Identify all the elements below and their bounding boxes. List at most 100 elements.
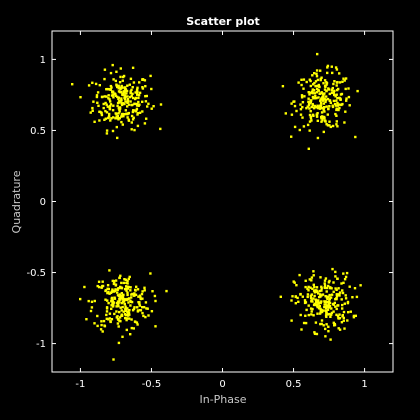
scatter-point <box>91 106 94 110</box>
scatter-point <box>129 286 132 289</box>
scatter-point <box>124 89 128 92</box>
scatter-point <box>103 324 106 327</box>
scatter-point <box>309 307 313 310</box>
scatter-point <box>290 135 293 138</box>
scatter-point <box>113 289 117 293</box>
scatter-point <box>334 270 337 274</box>
scatter-point <box>307 97 310 100</box>
scatter-point <box>129 289 132 292</box>
scatter-point <box>138 304 142 307</box>
scatter-point <box>306 295 309 299</box>
scatter-point <box>279 295 282 298</box>
scatter-point <box>324 327 327 331</box>
scatter-point <box>106 87 109 91</box>
scatter-point <box>330 313 333 316</box>
scatter-point <box>315 106 318 109</box>
scatter-point <box>319 311 322 314</box>
scatter-point <box>342 281 345 284</box>
scatter-point <box>330 91 334 95</box>
scatter-point <box>125 112 128 115</box>
scatter-point <box>327 325 330 328</box>
scatter-point <box>314 94 317 98</box>
scatter-point <box>128 95 132 99</box>
scatter-point <box>337 327 340 330</box>
scatter-point <box>122 297 125 301</box>
scatter-point <box>124 305 127 308</box>
scatter-point <box>129 333 132 336</box>
scatter-point <box>120 281 123 285</box>
scatter-point <box>353 287 357 290</box>
scatter-point <box>112 96 115 99</box>
scatter-point <box>111 63 114 67</box>
scatter-point <box>93 322 96 325</box>
scatter-point <box>316 312 319 315</box>
scatter-point <box>124 309 127 313</box>
scatter-point <box>127 301 130 304</box>
scatter-point <box>340 92 344 96</box>
scatter-point <box>129 90 132 93</box>
scatter-point <box>347 87 350 90</box>
scatter-point <box>320 120 323 123</box>
scatter-point <box>301 101 305 104</box>
scatter-point <box>132 307 136 311</box>
scatter-point <box>338 291 342 294</box>
scatter-point <box>320 300 323 303</box>
scatter-point <box>317 301 321 305</box>
scatter-point <box>115 125 118 129</box>
scatter-point <box>124 278 127 281</box>
scatter-point <box>327 87 330 90</box>
scatter-point <box>325 312 328 315</box>
scatter-point <box>343 121 346 124</box>
scatter-point <box>317 85 321 88</box>
scatter-point <box>111 305 115 308</box>
scatter-point <box>309 294 313 298</box>
scatter-point <box>101 280 104 283</box>
scatter-point <box>123 96 126 99</box>
scatter-point <box>123 278 126 281</box>
scatter-point <box>354 135 357 139</box>
scatter-point <box>325 296 329 299</box>
scatter-point <box>290 319 293 322</box>
scatter-point <box>112 358 115 361</box>
scatter-point <box>114 279 118 282</box>
scatter-point <box>314 298 317 302</box>
scatter-point <box>115 115 118 118</box>
scatter-point <box>322 106 326 109</box>
scatter-point <box>301 295 304 298</box>
scatter-point <box>351 296 354 299</box>
scatter-point <box>153 294 157 298</box>
scatter-point <box>300 96 304 99</box>
scatter-point <box>352 316 356 319</box>
scatter-point <box>315 72 318 75</box>
scatter-point <box>331 267 334 271</box>
scatter-point <box>292 100 295 103</box>
scatter-point <box>125 289 128 292</box>
scatter-point <box>311 88 314 91</box>
scatter-point <box>120 97 123 100</box>
scatter-point <box>134 96 138 100</box>
scatter-point <box>336 314 340 318</box>
scatter-point <box>129 91 132 95</box>
scatter-point <box>141 297 144 300</box>
scatter-point <box>336 96 339 100</box>
scatter-point <box>309 117 313 120</box>
scatter-point <box>95 95 99 99</box>
scatter-point <box>323 284 327 287</box>
scatter-point <box>129 299 132 302</box>
scatter-point <box>318 106 321 109</box>
scatter-point <box>124 314 128 317</box>
scatter-point <box>117 96 120 99</box>
scatter-point <box>320 294 323 297</box>
scatter-point <box>321 117 324 120</box>
scatter-point <box>304 279 307 282</box>
scatter-point <box>315 84 319 88</box>
scatter-point <box>106 299 109 302</box>
scatter-point <box>104 101 107 105</box>
scatter-point <box>315 332 319 336</box>
scatter-point <box>304 321 308 325</box>
scatter-point <box>107 318 110 321</box>
scatter-point <box>334 95 337 98</box>
scatter-point <box>344 77 348 80</box>
scatter-point <box>127 311 130 314</box>
scatter-point <box>110 307 113 310</box>
